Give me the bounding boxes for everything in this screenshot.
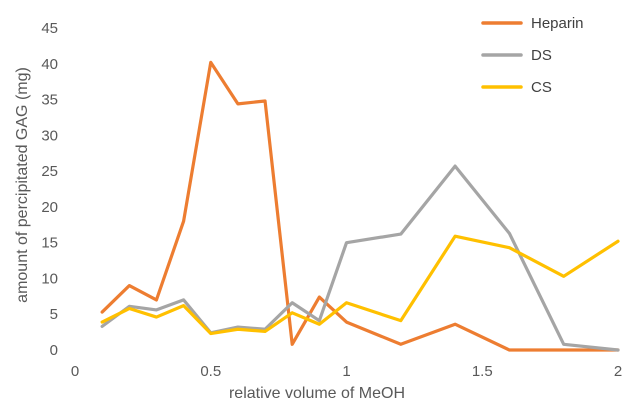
y-tick-label: 15: [41, 235, 58, 252]
y-axis-ticks: 0 5 10 15 20 25 30 35 40 45: [41, 20, 58, 359]
legend: Heparin DS CS: [481, 15, 584, 96]
legend-label-ds: DS: [531, 47, 552, 64]
y-tick-label: 10: [41, 270, 58, 287]
y-tick-label: 40: [41, 56, 58, 73]
x-axis-ticks: 0 0.5 1 1.5 2: [71, 363, 622, 380]
y-tick-label: 5: [50, 306, 58, 323]
y-tick-label: 0: [50, 342, 58, 359]
plot-area: [100, 60, 620, 352]
x-axis-title: relative volume of MeOH: [229, 385, 405, 402]
x-tick-label: 0.5: [200, 363, 221, 380]
y-tick-label: 45: [41, 20, 58, 37]
y-tick-label: 35: [41, 92, 58, 109]
x-tick-label: 0: [71, 363, 79, 380]
series-line-cs: [100, 234, 620, 336]
x-tick-label: 1.5: [472, 363, 493, 380]
legend-label-cs: CS: [531, 79, 552, 96]
series-line-ds: [100, 164, 620, 352]
x-tick-label: 2: [614, 363, 622, 380]
y-tick-label: 30: [41, 127, 58, 144]
y-axis-title: amount of percipitated GAG (mg): [14, 67, 31, 303]
y-tick-label: 25: [41, 163, 58, 180]
series-line-heparin: [100, 60, 620, 352]
x-tick-label: 1: [342, 363, 350, 380]
y-tick-label: 20: [41, 199, 58, 216]
legend-label-heparin: Heparin: [531, 15, 584, 32]
